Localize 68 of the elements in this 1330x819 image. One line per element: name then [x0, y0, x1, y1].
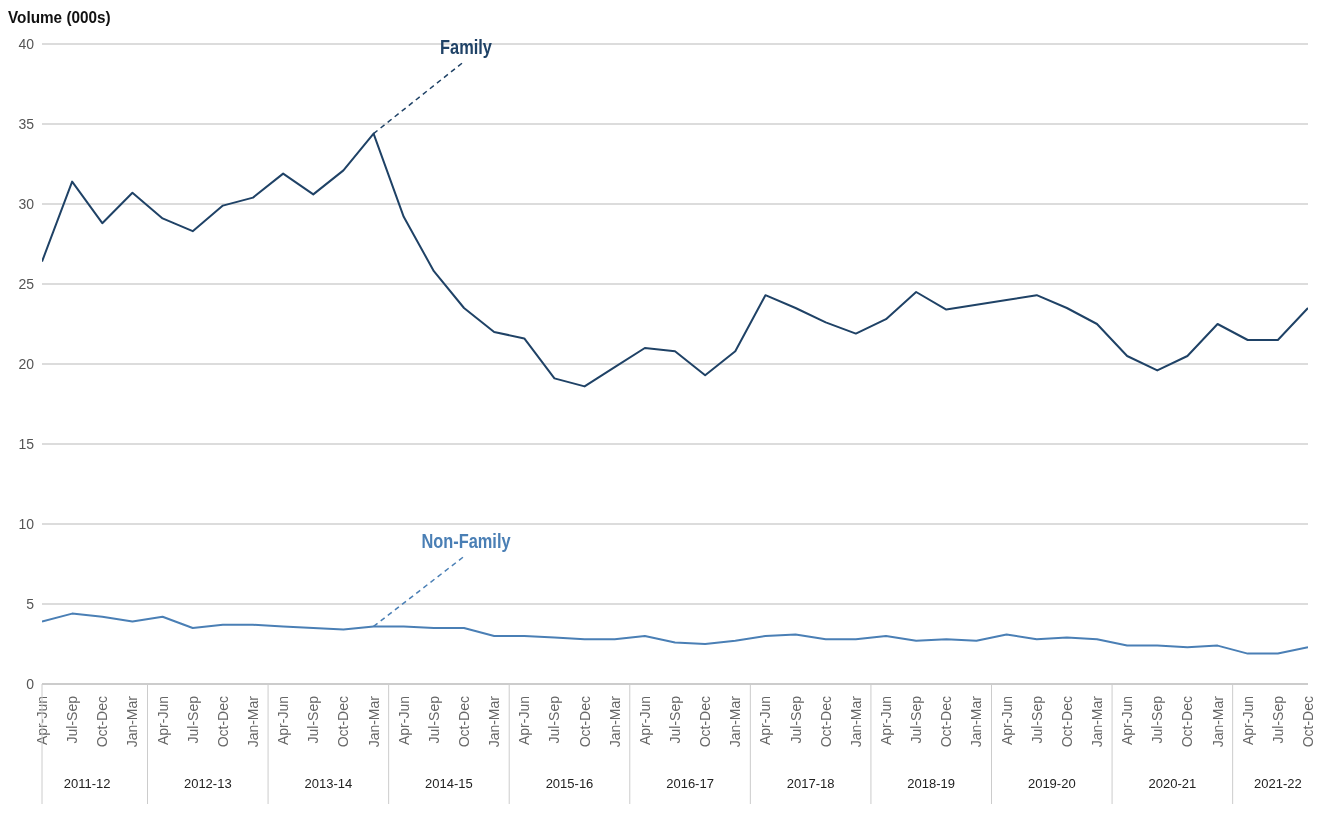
text: 2016-17 — [666, 776, 714, 791]
y-tick-label: 5 — [26, 595, 35, 612]
x-tick-label: Jan-Mar — [1209, 695, 1226, 748]
x-tick-label: Jul-Sep — [1269, 695, 1286, 744]
x-tick-label: Apr-Jun — [34, 696, 50, 746]
text: Family — [440, 35, 493, 58]
text: 2013-14 — [304, 776, 353, 791]
text: 2012-13 — [183, 776, 232, 791]
text: 2018-19 — [907, 776, 956, 791]
y-tick-label: 30 — [18, 195, 35, 212]
x-tick-label: Jan-Mar — [847, 695, 864, 748]
x-tick-label: Jan-Mar — [606, 695, 623, 748]
x-tick-label: Jan-Mar — [1089, 695, 1105, 748]
y-tick-label: 15 — [18, 435, 35, 452]
x-tick-label: Jul-Sep — [1149, 695, 1166, 744]
text: 2019-20 — [1027, 776, 1076, 791]
text: 2015-16 — [545, 776, 594, 791]
y-tick-label: 25 — [18, 275, 35, 292]
x-tick-label: Apr-Jun — [395, 696, 412, 746]
x-tick-label: Jul-Sep — [64, 695, 81, 744]
x-tick-label: Apr-Jun — [878, 696, 894, 746]
text: 2011-12 — [63, 776, 111, 791]
x-tick-label: Apr-Jun — [1239, 696, 1256, 746]
x-tick-label: Jan-Mar — [727, 695, 744, 748]
x-tick-label: Oct-Dec — [1179, 696, 1196, 748]
line-series — [42, 612, 1308, 655]
x-tick-label: Jan-Mar — [968, 695, 985, 748]
x-tick-label: Jul-Sep — [1028, 695, 1045, 744]
x-tick-label: Jul-Sep — [425, 695, 442, 744]
x-tick-label: Apr-Jun — [636, 696, 653, 746]
x-tick-label: Jul-Sep — [184, 695, 201, 744]
text: Non-Family — [421, 529, 512, 553]
x-tick-label: Oct-Dec — [335, 696, 352, 748]
y-tick-label: 20 — [18, 355, 35, 372]
line-series — [42, 132, 1308, 388]
x-tick-label: Oct-Dec — [1058, 696, 1075, 748]
x-tick-label: Apr-Jun — [516, 696, 533, 746]
x-tick-label: Oct-Dec — [697, 696, 714, 748]
x-tick-label: Jan-Mar — [245, 695, 261, 748]
x-tick-label: Apr-Jun — [275, 696, 292, 746]
x-tick-label: Jan-Mar — [486, 695, 503, 748]
x-tick-label: Oct-Dec — [576, 696, 593, 748]
y-tick-label: 35 — [18, 115, 35, 132]
text: 2017-18 — [786, 776, 835, 791]
x-tick-label: Oct-Dec — [456, 696, 472, 748]
x-tick-label: Apr-Jun — [998, 696, 1015, 746]
text: 2020-21 — [1148, 776, 1197, 791]
x-tick-label: Jan-Mar — [365, 695, 382, 748]
x-tick-label: Oct-Dec — [94, 696, 111, 748]
x-tick-label: Jul-Sep — [908, 695, 925, 744]
x-tick-label: Jul-Sep — [667, 695, 683, 744]
x-tick-label: Oct-Dec — [938, 696, 955, 748]
x-tick-label: Apr-Jun — [757, 696, 774, 746]
x-tick-label: Jul-Sep — [546, 695, 563, 744]
y-tick-label: 0 — [26, 675, 35, 692]
x-tick-label: Jan-Mar — [124, 695, 141, 748]
x-tick-label: Oct-Dec — [214, 696, 231, 748]
y-tick-label: 40 — [18, 35, 35, 52]
x-tick-label: Oct-Dec — [1300, 696, 1316, 748]
x-tick-label: Jul-Sep — [305, 695, 322, 744]
x-tick-label: Apr-Jun — [1119, 696, 1136, 746]
x-tick-label: Oct-Dec — [817, 696, 834, 748]
x-tick-label: Apr-Jun — [154, 696, 171, 746]
text: 2014-15 — [425, 776, 473, 791]
y-axis-title: Volume (000s) — [8, 8, 112, 29]
y-tick-label: 10 — [18, 515, 35, 532]
x-tick-label: Jul-Sep — [787, 695, 804, 744]
text: 2021-22 — [1254, 776, 1302, 791]
